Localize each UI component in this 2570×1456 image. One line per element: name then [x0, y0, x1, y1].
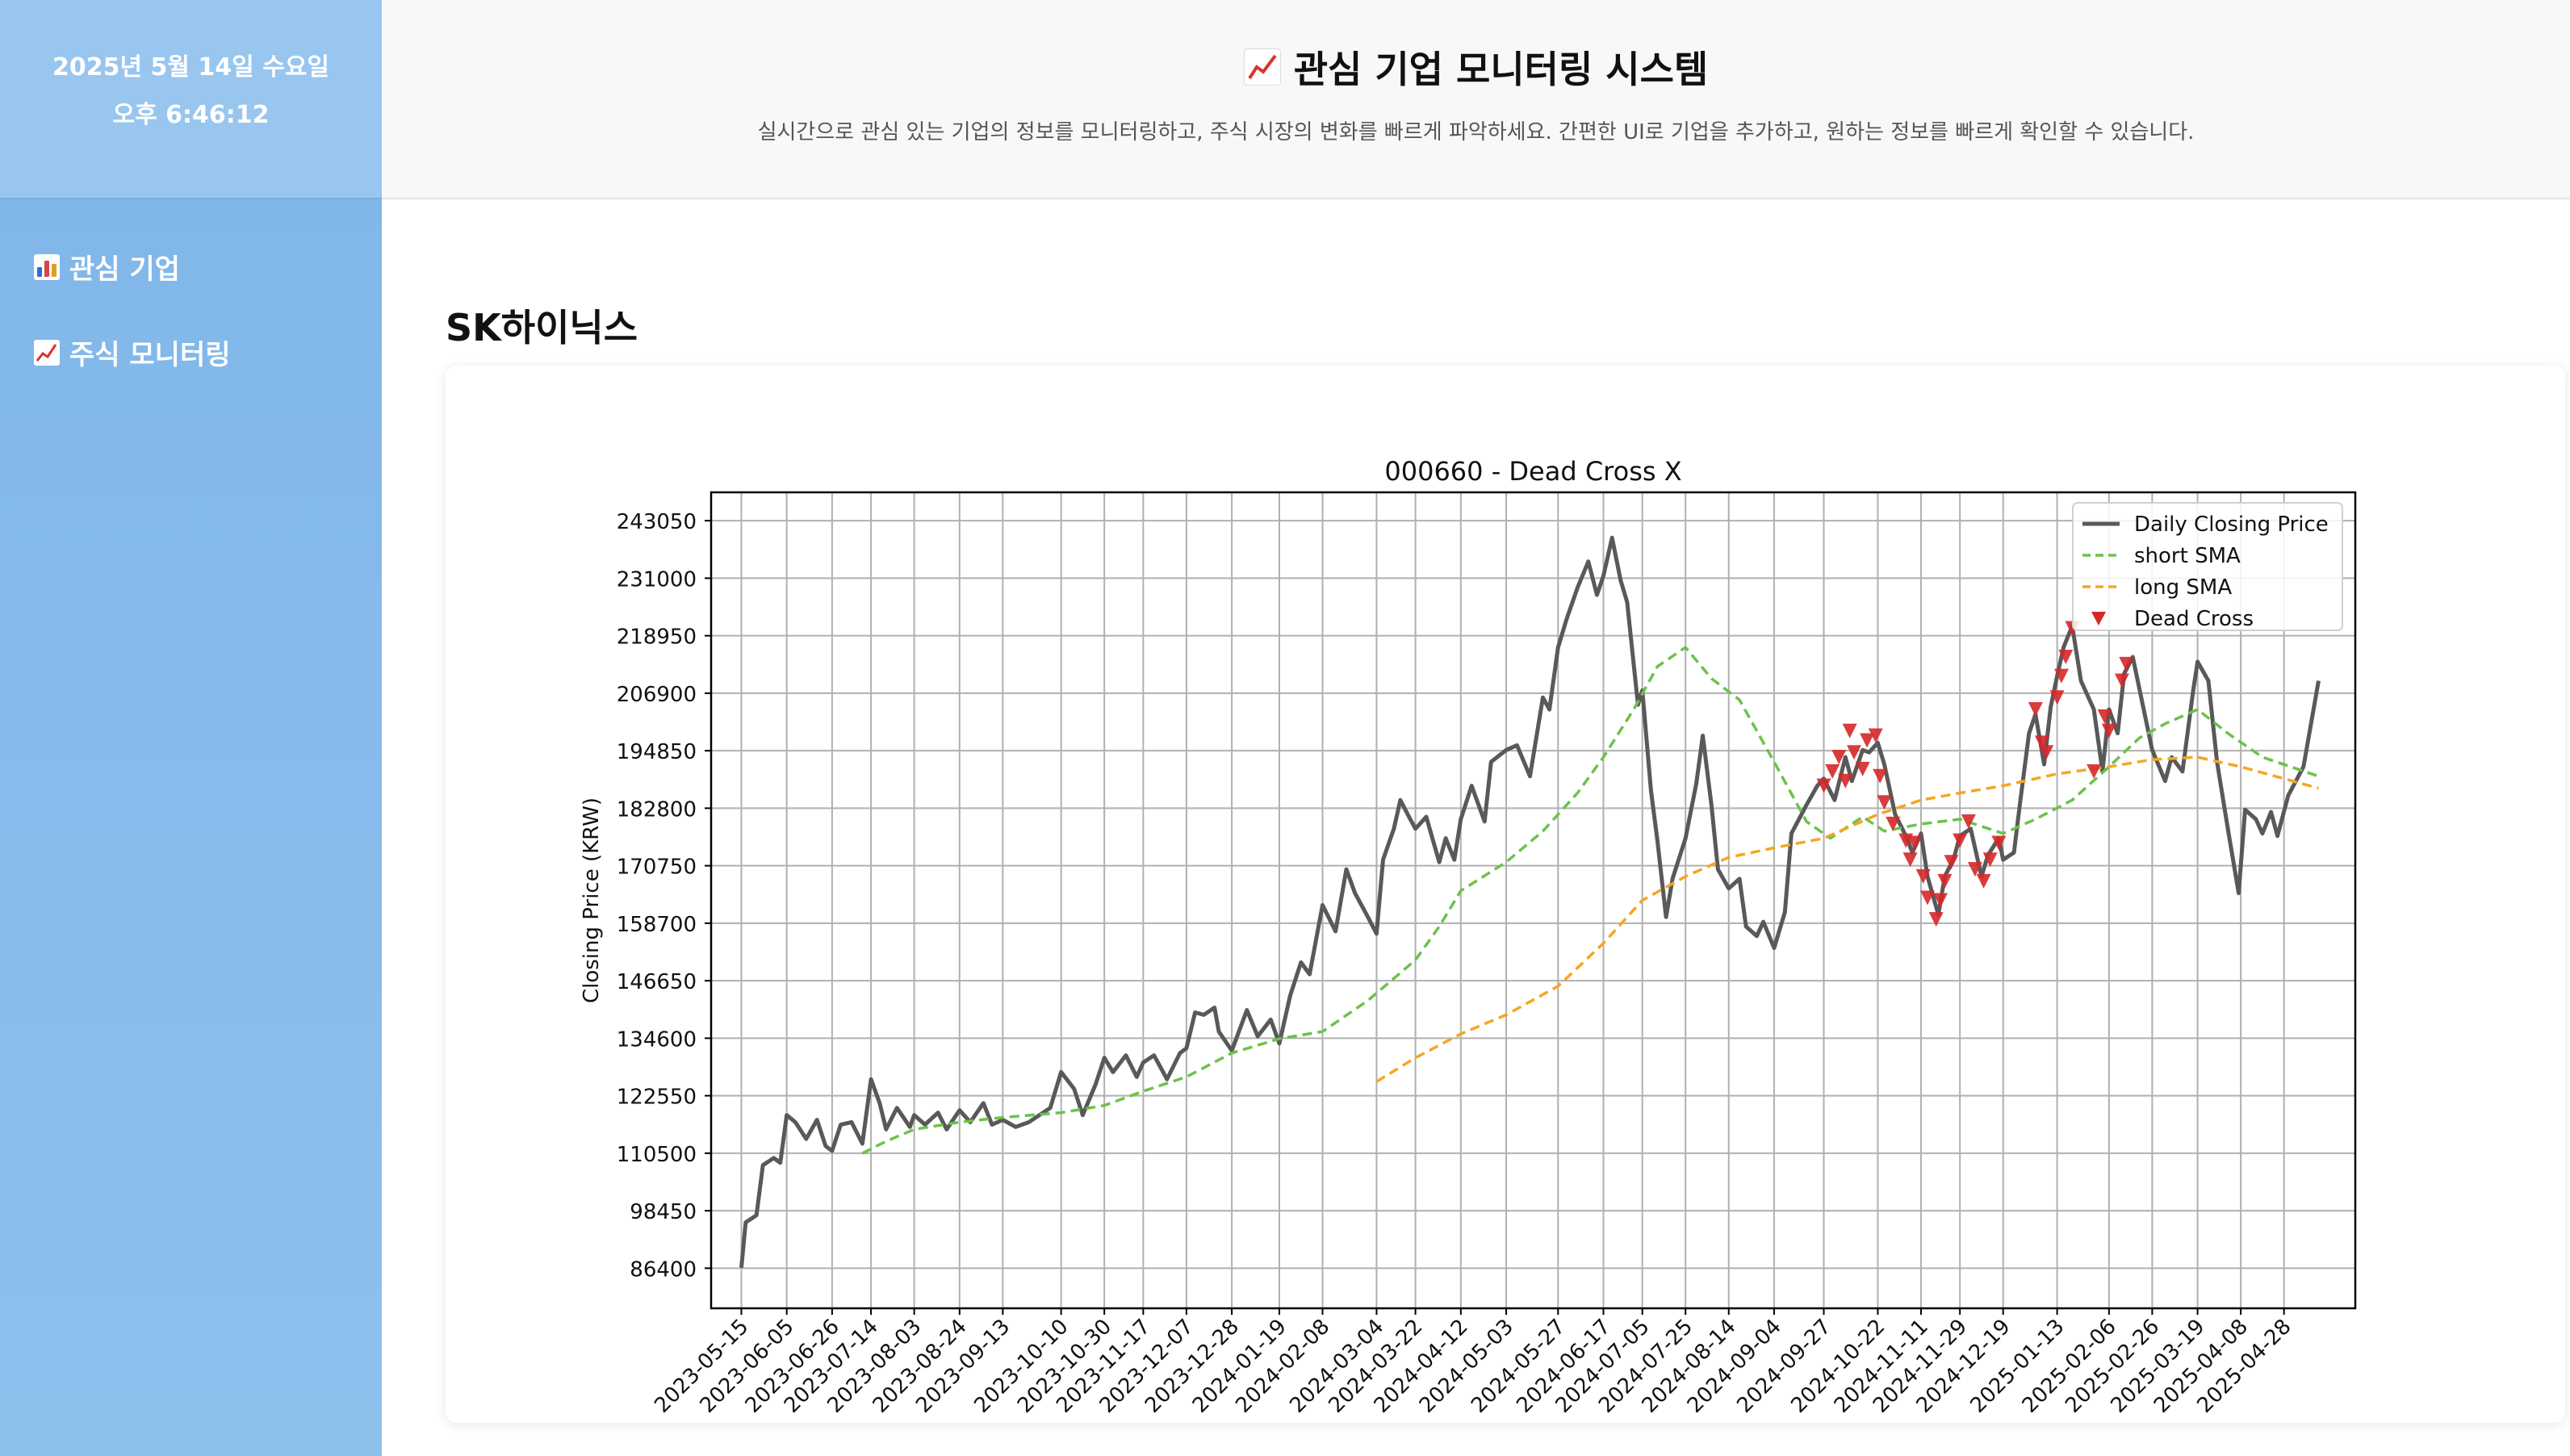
stock-chart: 000660 - Dead Cross X 86400 98450 110500 122… — [580, 456, 2357, 1418]
page-subtitle: 실시간으로 관심 있는 기업의 정보를 모니터링하고, 주식 시장의 변화를 빠… — [757, 120, 2195, 144]
y-tick-label: 231000 — [617, 567, 697, 592]
dead-cross-marker — [2028, 702, 2043, 718]
dead-cross-marker — [1944, 855, 1959, 870]
y-tick-label: 170750 — [617, 856, 697, 880]
plot-frame — [709, 491, 2357, 1310]
y-tick-label: 122550 — [617, 1086, 697, 1110]
dead-cross-marker — [1825, 764, 1840, 779]
legend — [2072, 502, 2343, 631]
dead-cross-marker — [1933, 893, 1948, 908]
legend-entry: Daily Closing Price — [2134, 513, 2329, 537]
dead-cross-marker — [2097, 709, 2112, 724]
dead-cross-marker — [2058, 649, 2074, 664]
page-title-text: 관심 기업 모니터링 시스템 — [1293, 48, 1709, 91]
chart-title: 000660 - Dead Cross X — [1384, 456, 1681, 487]
y-tick-label: 98450 — [630, 1200, 697, 1224]
page-header: 관심 기업 모니터링 시스템 실시간으로 관심 있는 기업의 정보를 모니터링하… — [382, 0, 2570, 199]
y-tick-label: 243050 — [617, 510, 697, 534]
line-chart-icon — [34, 339, 60, 366]
clock-date: 2025년 5월 14일 수요일 — [52, 53, 330, 82]
dead-cross-marker — [1961, 814, 1976, 829]
y-tick-label: 86400 — [630, 1257, 697, 1282]
dead-cross-marker — [1877, 795, 1892, 810]
dead-cross-marker — [1886, 816, 1901, 831]
clock-time: 오후 6:46:12 — [112, 101, 270, 129]
dead-cross-marker — [1982, 852, 1998, 868]
dead-cross-marker — [1991, 835, 2007, 851]
sidebar-item-label: 주식 모니터링 — [69, 339, 231, 371]
y-tick-label: 206900 — [617, 683, 697, 707]
bar-chart-icon — [34, 253, 60, 280]
y-tick-label: 110500 — [617, 1143, 697, 1167]
dead-cross-marker — [1846, 745, 1861, 760]
dead-cross-marker — [1902, 852, 1918, 868]
y-tick-label: 194850 — [617, 740, 697, 764]
line-chart-icon — [1243, 48, 1281, 86]
sidebar-item-watchlist[interactable]: 관심 기업 — [34, 247, 180, 287]
y-tick-label: 158700 — [617, 913, 697, 937]
dead-cross-marker — [2039, 745, 2054, 760]
close-price-line — [739, 535, 2321, 1268]
dead-cross-marker — [1907, 835, 1922, 851]
dead-cross-marker — [2049, 690, 2065, 705]
dead-cross-marker — [1915, 868, 1931, 884]
dead-cross-marker — [1831, 750, 1847, 765]
dead-cross-marker — [2119, 656, 2134, 672]
legend-entry: long SMA — [2134, 575, 2232, 600]
dead-cross-marker — [1838, 773, 1853, 789]
legend-entry: Dead Cross — [2134, 607, 2254, 631]
dead-cross-marker — [1937, 873, 1953, 889]
legend-dead-cross-icon — [2091, 612, 2106, 625]
dead-cross-marker — [1928, 912, 1944, 927]
sidebar: 2025년 5월 14일 수요일 오후 6:46:12 관심 기업 주식 모니터… — [0, 0, 382, 1456]
dead-cross-marker — [1816, 778, 1831, 793]
dead-cross-marker — [2034, 735, 2049, 751]
dead-cross-marker — [1967, 862, 1982, 877]
dead-cross-marker — [1868, 728, 1883, 743]
sidebar-item-label: 관심 기업 — [69, 253, 180, 286]
y-axis-label: Closing Price (KRW) — [580, 797, 604, 1003]
dead-cross-marker — [2053, 668, 2069, 684]
chart-card: 000660 - Dead Cross X 86400 98450 110500 122… — [446, 366, 2565, 1423]
short-sma-line — [861, 646, 2320, 1155]
dead-cross-marker — [1873, 768, 1888, 784]
legend-entry: short SMA — [2134, 544, 2241, 568]
y-tick-label: 134600 — [617, 1027, 697, 1052]
y-tick-label: 218950 — [617, 625, 697, 650]
dead-cross-marker — [1842, 723, 1857, 738]
dead-cross-marker — [2087, 764, 2102, 779]
dead-cross-marker — [2101, 723, 2116, 738]
company-name: SK하이닉스 — [446, 306, 638, 349]
long-sma-line — [1375, 755, 2319, 1083]
dead-cross-marker — [2114, 673, 2129, 688]
page-title: 관심 기업 모니터링 시스템 — [382, 40, 2570, 94]
sidebar-item-stock-monitoring[interactable]: 주식 모니터링 — [34, 333, 231, 372]
dead-cross-marker — [1920, 890, 1936, 906]
y-tick-label: 182800 — [617, 797, 697, 822]
clock-panel: 2025년 5월 14일 수요일 오후 6:46:12 — [0, 0, 382, 199]
dead-cross-marker — [1976, 873, 1991, 889]
dead-cross-marker — [1953, 833, 1968, 848]
dead-cross-marker — [1860, 733, 1875, 748]
y-tick-label: 146650 — [617, 970, 697, 994]
dead-cross-marker — [1855, 761, 1870, 776]
